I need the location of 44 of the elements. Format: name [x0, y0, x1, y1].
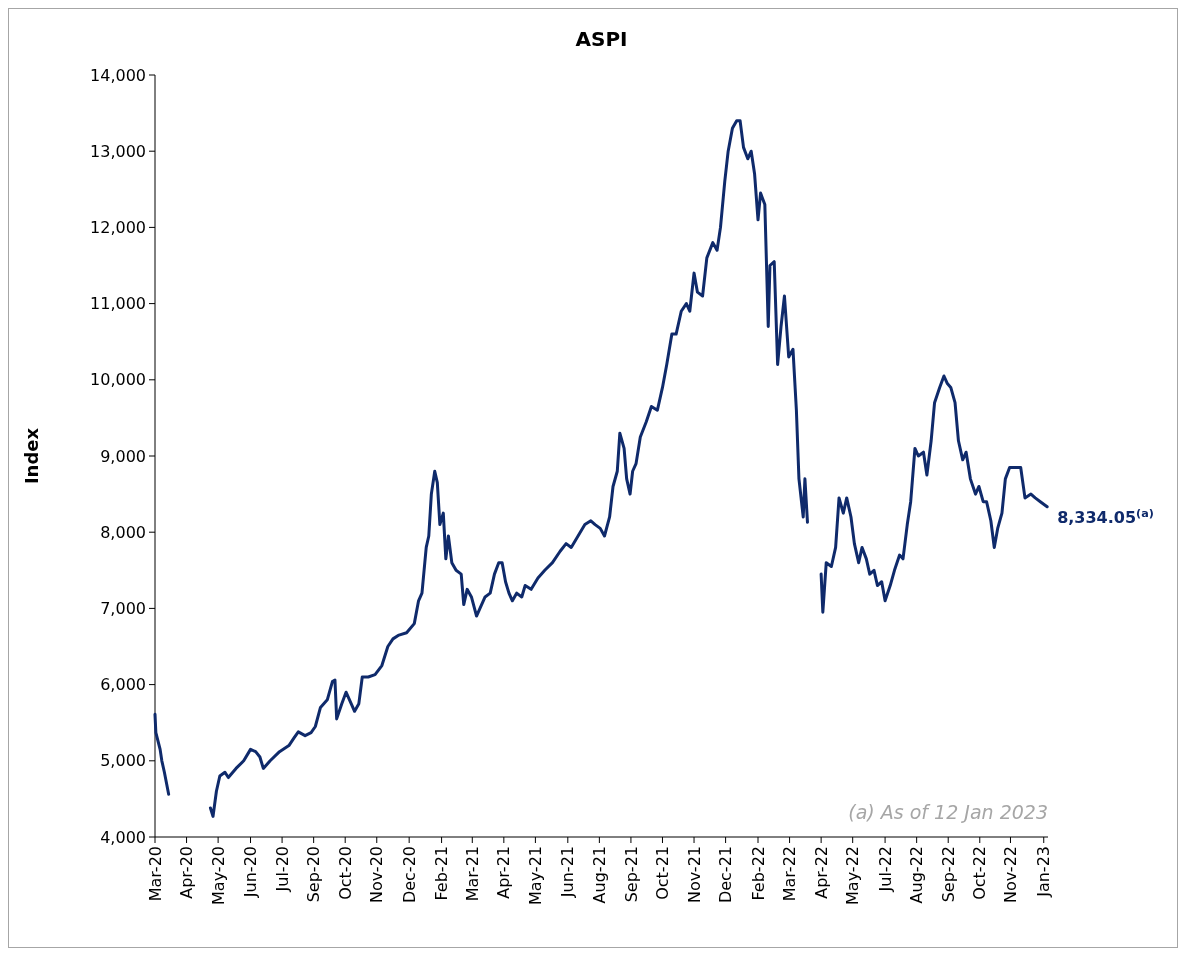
x-tick-label: Sep-21: [621, 846, 641, 903]
x-tick-label: Sep-22: [938, 846, 958, 903]
x-tick-label: Apr-21: [494, 846, 514, 899]
x-tick-label: Mar-20: [145, 846, 165, 902]
y-tick-label: 12,000: [90, 218, 146, 237]
x-tick-label: Jul-22: [875, 846, 895, 893]
y-tick-label: 6,000: [100, 675, 146, 695]
x-tick-label: Mar-21: [462, 846, 482, 902]
x-tick-label: Sep-20: [304, 846, 324, 903]
x-tick-label: Dec-20: [399, 846, 419, 904]
x-tick-label: Dec-21: [716, 846, 736, 904]
x-tick-label: Jun-20: [241, 846, 261, 899]
x-tick-label: Nov-22: [1001, 846, 1021, 903]
x-tick-label: Mar-22: [780, 846, 800, 902]
x-tick-label: Oct-20: [335, 846, 355, 900]
annotation: (a) As of 12 Jan 2023: [848, 801, 1048, 823]
x-tick-label: May-22: [843, 846, 863, 905]
x-tick-label: Aug-22: [907, 846, 927, 904]
x-tick-label: Jan-23: [1034, 846, 1054, 898]
x-tick-label: Oct-21: [653, 846, 673, 900]
annotation: 8,334.05$^{(a)}$: [1057, 506, 1154, 527]
x-tick-label: May-20: [208, 846, 228, 905]
x-tick-label: Apr-22: [811, 846, 831, 899]
y-tick-label: 14,000: [90, 65, 146, 85]
y-tick-label: 4,000: [100, 827, 146, 847]
x-tick-label: Oct-22: [970, 846, 990, 900]
x-tick-label: Apr-20: [177, 846, 197, 899]
y-tick-label: 5,000: [100, 751, 146, 771]
x-tick-label: Feb-21: [432, 846, 452, 901]
y-axis-title: Index: [21, 427, 42, 485]
y-tick-label: 7,000: [100, 599, 146, 618]
x-tick-label: Nov-20: [367, 846, 387, 903]
y-tick-label: 10,000: [90, 370, 146, 390]
y-tick-label: 13,000: [90, 141, 146, 161]
y-tick-label: 8,000: [100, 522, 146, 542]
x-tick-label: Feb-22: [748, 846, 768, 901]
y-tick-label: 9,000: [100, 446, 146, 466]
x-tick-label: Jun-21: [558, 846, 578, 899]
x-tick-label: May-21: [526, 846, 545, 905]
x-tick-label: Nov-21: [684, 846, 704, 903]
x-tick-label: Aug-21: [589, 846, 609, 904]
chart-title: ASPI: [575, 27, 628, 51]
x-tick-label: Jul-20: [272, 846, 292, 893]
y-tick-label: 11,000: [90, 294, 146, 314]
